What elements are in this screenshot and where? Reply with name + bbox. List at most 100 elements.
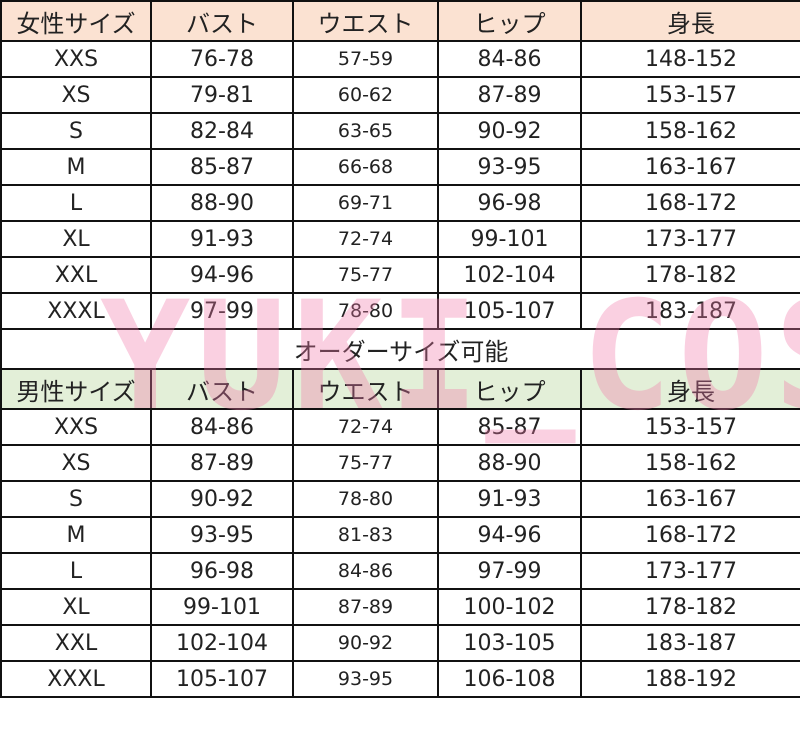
cell-size: XXL — [0, 624, 152, 662]
cell-hip: 100-102 — [437, 588, 582, 626]
cell-size: XXS — [0, 40, 152, 78]
cell-bust: 87-89 — [150, 444, 294, 482]
cell-waist: 81-83 — [292, 516, 439, 554]
cell-bust: 82-84 — [150, 112, 294, 150]
cell-height: 163-167 — [580, 148, 800, 186]
cell-size: M — [0, 148, 152, 186]
cell-size: XXXL — [0, 292, 152, 330]
cell-size: S — [0, 480, 152, 518]
cell-height: 148-152 — [580, 40, 800, 78]
cell-hip: 94-96 — [437, 516, 582, 554]
cell-height: 163-167 — [580, 480, 800, 518]
table-row: XL 99-101 87-89 100-102 178-182 — [0, 588, 800, 626]
order-note: オーダーサイズ可能 — [0, 328, 800, 370]
cell-hip: 105-107 — [437, 292, 582, 330]
cell-height: 188-192 — [580, 660, 800, 698]
cell-size: XS — [0, 444, 152, 482]
cell-height: 158-162 — [580, 444, 800, 482]
cell-bust: 105-107 — [150, 660, 294, 698]
cell-bust: 76-78 — [150, 40, 294, 78]
cell-height: 183-187 — [580, 624, 800, 662]
header-waist: ウエスト — [292, 368, 439, 410]
cell-waist: 63-65 — [292, 112, 439, 150]
cell-bust: 90-92 — [150, 480, 294, 518]
cell-bust: 88-90 — [150, 184, 294, 222]
cell-waist: 93-95 — [292, 660, 439, 698]
cell-hip: 84-86 — [437, 40, 582, 78]
cell-height: 168-172 — [580, 184, 800, 222]
cell-hip: 90-92 — [437, 112, 582, 150]
table-row: M 85-87 66-68 93-95 163-167 — [0, 148, 800, 186]
cell-height: 173-177 — [580, 552, 800, 590]
table-row: L 96-98 84-86 97-99 173-177 — [0, 552, 800, 590]
cell-size: XS — [0, 76, 152, 114]
header-size: 女性サイズ — [0, 0, 152, 42]
cell-size: XL — [0, 220, 152, 258]
cell-bust: 99-101 — [150, 588, 294, 626]
cell-waist: 75-77 — [292, 256, 439, 294]
cell-hip: 106-108 — [437, 660, 582, 698]
cell-hip: 91-93 — [437, 480, 582, 518]
cell-bust: 94-96 — [150, 256, 294, 294]
cell-hip: 85-87 — [437, 408, 582, 446]
cell-waist: 72-74 — [292, 408, 439, 446]
cell-bust: 85-87 — [150, 148, 294, 186]
header-hip: ヒップ — [437, 0, 582, 42]
header-bust: バスト — [150, 368, 294, 410]
cell-hip: 99-101 — [437, 220, 582, 258]
table-row: S 82-84 63-65 90-92 158-162 — [0, 112, 800, 150]
cell-bust: 84-86 — [150, 408, 294, 446]
cell-size: XL — [0, 588, 152, 626]
table-row: XL 91-93 72-74 99-101 173-177 — [0, 220, 800, 258]
cell-bust: 79-81 — [150, 76, 294, 114]
table-row: XXL 102-104 90-92 103-105 183-187 — [0, 624, 800, 662]
cell-waist: 90-92 — [292, 624, 439, 662]
female-header-row: 女性サイズ バスト ウエスト ヒップ 身長 — [0, 0, 800, 42]
cell-hip: 96-98 — [437, 184, 582, 222]
cell-hip: 87-89 — [437, 76, 582, 114]
cell-hip: 97-99 — [437, 552, 582, 590]
cell-waist: 57-59 — [292, 40, 439, 78]
cell-waist: 60-62 — [292, 76, 439, 114]
cell-height: 153-157 — [580, 408, 800, 446]
cell-height: 153-157 — [580, 76, 800, 114]
cell-hip: 93-95 — [437, 148, 582, 186]
cell-size: M — [0, 516, 152, 554]
cell-height: 173-177 — [580, 220, 800, 258]
cell-waist: 84-86 — [292, 552, 439, 590]
table-row: XXL 94-96 75-77 102-104 178-182 — [0, 256, 800, 294]
table-row: XXXL 105-107 93-95 106-108 188-192 — [0, 660, 800, 698]
table-row: M 93-95 81-83 94-96 168-172 — [0, 516, 800, 554]
cell-height: 183-187 — [580, 292, 800, 330]
cell-bust: 97-99 — [150, 292, 294, 330]
cell-height: 158-162 — [580, 112, 800, 150]
cell-size: XXXL — [0, 660, 152, 698]
cell-bust: 93-95 — [150, 516, 294, 554]
header-bust: バスト — [150, 0, 294, 42]
cell-waist: 66-68 — [292, 148, 439, 186]
order-note-row: オーダーサイズ可能 — [0, 328, 800, 370]
cell-size: L — [0, 552, 152, 590]
male-header-row: 男性サイズ バスト ウエスト ヒップ 身長 — [0, 368, 800, 410]
cell-bust: 102-104 — [150, 624, 294, 662]
cell-waist: 78-80 — [292, 292, 439, 330]
header-height: 身長 — [580, 0, 800, 42]
table-row: L 88-90 69-71 96-98 168-172 — [0, 184, 800, 222]
cell-hip: 102-104 — [437, 256, 582, 294]
header-height: 身長 — [580, 368, 800, 410]
cell-height: 168-172 — [580, 516, 800, 554]
cell-bust: 96-98 — [150, 552, 294, 590]
cell-hip: 103-105 — [437, 624, 582, 662]
cell-waist: 87-89 — [292, 588, 439, 626]
cell-waist: 69-71 — [292, 184, 439, 222]
table-row: XXS 84-86 72-74 85-87 153-157 — [0, 408, 800, 446]
cell-waist: 72-74 — [292, 220, 439, 258]
cell-size: XXS — [0, 408, 152, 446]
header-waist: ウエスト — [292, 0, 439, 42]
table-row: S 90-92 78-80 91-93 163-167 — [0, 480, 800, 518]
cell-hip: 88-90 — [437, 444, 582, 482]
table-row: XS 79-81 60-62 87-89 153-157 — [0, 76, 800, 114]
cell-waist: 75-77 — [292, 444, 439, 482]
table-row: XS 87-89 75-77 88-90 158-162 — [0, 444, 800, 482]
cell-waist: 78-80 — [292, 480, 439, 518]
